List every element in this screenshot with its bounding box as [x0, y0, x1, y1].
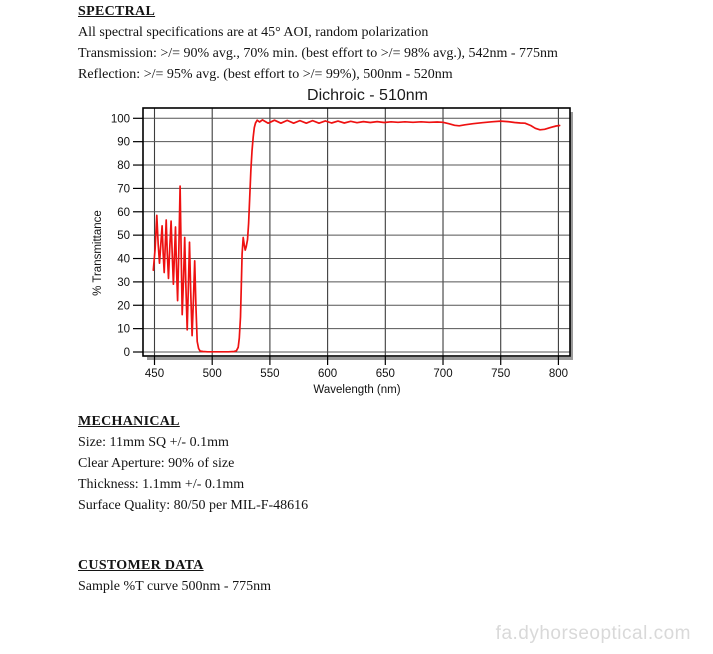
spectral-line-aoi: All spectral specifications are at 45° A…	[78, 25, 429, 40]
svg-text:0: 0	[124, 347, 130, 359]
svg-text:70: 70	[117, 183, 130, 195]
chart-title: Dichroic - 510nm	[307, 87, 428, 104]
svg-text:90: 90	[117, 137, 130, 149]
svg-text:550: 550	[260, 368, 279, 380]
svg-text:100: 100	[111, 113, 130, 125]
svg-text:800: 800	[549, 368, 568, 380]
spectral-line-reflection: Reflection: >/= 95% avg. (best effort to…	[78, 67, 453, 82]
y-axis-label: % Transmittance	[92, 210, 104, 296]
svg-text:10: 10	[117, 324, 130, 336]
mechanical-section: MECHANICAL Size: 11mm SQ +/- 0.1mm Clear…	[78, 412, 308, 516]
svg-text:650: 650	[376, 368, 395, 380]
svg-text:80: 80	[117, 160, 130, 172]
mechanical-line-clear-aperture: Clear Aperture: 90% of size	[78, 456, 235, 471]
customer-data-section: CUSTOMER DATA Sample %T curve 500nm - 77…	[78, 556, 271, 597]
watermark-text: fa.dyhorseoptical.com	[495, 623, 691, 644]
svg-text:50: 50	[117, 230, 130, 242]
svg-text:600: 600	[318, 368, 337, 380]
customer-data-heading: CUSTOMER DATA	[78, 558, 204, 573]
svg-text:450: 450	[145, 368, 164, 380]
svg-text:40: 40	[117, 254, 130, 266]
mechanical-heading: MECHANICAL	[78, 414, 180, 429]
x-axis-label: Wavelength (nm)	[313, 384, 401, 396]
spectral-section: SPECTRAL All spectral specifications are…	[78, 2, 558, 85]
mechanical-line-thickness: Thickness: 1.1mm +/- 0.1mm	[78, 477, 245, 492]
svg-text:60: 60	[117, 207, 130, 219]
mechanical-line-surface-quality: Surface Quality: 80/50 per MIL-F-48616	[78, 498, 309, 513]
svg-text:500: 500	[203, 368, 222, 380]
transmittance-chart: 450 500 550 600 650 700 750 800 0 10 20 30 40 50 60 70 8…	[111, 107, 573, 380]
mechanical-line-size: Size: 11mm SQ +/- 0.1mm	[78, 435, 229, 450]
svg-text:20: 20	[117, 300, 130, 312]
customer-data-line-sample: Sample %T curve 500nm - 775nm	[78, 579, 271, 594]
spectral-line-transmission: Transmission: >/= 90% avg., 70% min. (be…	[78, 46, 558, 61]
spectral-heading: SPECTRAL	[78, 4, 156, 19]
svg-text:700: 700	[433, 368, 452, 380]
svg-text:750: 750	[491, 368, 510, 380]
svg-text:30: 30	[117, 277, 130, 289]
